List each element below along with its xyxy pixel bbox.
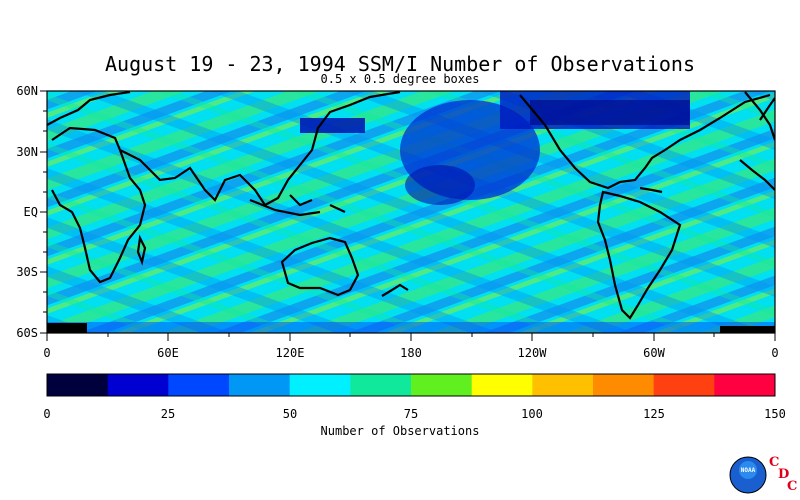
cdc-letter-d: D	[778, 467, 790, 482]
colorbar-label: Number of Observations	[320, 424, 480, 438]
lat-label-30s: 30S	[16, 265, 38, 279]
lon-label-60w: 60W	[643, 346, 665, 360]
lon-label-120w: 120W	[518, 346, 548, 360]
lon-label-180: 180	[400, 346, 422, 360]
colorbar-swatch	[47, 374, 109, 396]
colorbar	[47, 374, 776, 396]
colorbar-tick-75: 75	[404, 407, 418, 421]
colorbar-swatch	[532, 374, 594, 396]
colorbar-swatch	[471, 374, 533, 396]
cdc-letter-c2: C	[787, 479, 798, 494]
colorbar-swatch	[289, 374, 351, 396]
lon-label-120e: 120E	[276, 346, 305, 360]
colorbar-swatch	[593, 374, 655, 396]
colorbar-tick-125: 125	[643, 407, 665, 421]
noaa-logo: NOAA	[729, 456, 767, 494]
colorbar-swatch	[107, 374, 169, 396]
lat-ticks	[40, 90, 47, 334]
lon-label-0: 0	[43, 346, 50, 360]
colorbar-swatch	[229, 374, 291, 396]
lon-label-0-east: 0	[771, 346, 778, 360]
colorbar-swatch	[350, 374, 412, 396]
colorbar-tick-50: 50	[283, 407, 297, 421]
colorbar-swatch	[714, 374, 776, 396]
lat-label-30n: 30N	[16, 145, 38, 159]
colorbar-tick-100: 100	[521, 407, 543, 421]
map-subtitle: 0.5 x 0.5 degree boxes	[320, 72, 480, 86]
lat-label-60s: 60S	[16, 326, 38, 340]
colorbar-frame	[46, 373, 776, 397]
lat-label-eq: EQ	[24, 205, 38, 219]
colorbar-swatch	[411, 374, 473, 396]
colorbar-swatch	[653, 374, 715, 396]
colorbar-tick-0: 0	[43, 407, 50, 421]
cdc-letter-c1: C	[769, 455, 780, 470]
lat-label-60n: 60N	[16, 84, 38, 98]
observation-map	[47, 91, 775, 333]
lon-label-60e: 60E	[157, 346, 179, 360]
colorbar-swatch	[168, 374, 230, 396]
coastlines	[47, 91, 775, 320]
colorbar-tick-25: 25	[161, 407, 175, 421]
lon-ticks	[46, 333, 776, 341]
noaa-logo-text: NOAA	[741, 467, 756, 474]
colorbar-tick-150: 150	[764, 407, 786, 421]
map-title: August 19 - 23, 1994 SSM/I Number of Obs…	[104, 52, 695, 76]
